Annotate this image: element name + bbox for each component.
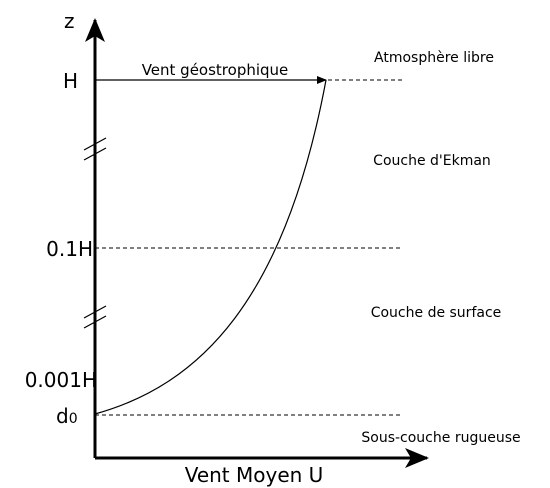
layer-label: Atmosphère libre [374, 50, 494, 66]
axis-break [83, 137, 107, 161]
layer-label: Couche d'Ekman [373, 153, 491, 169]
level-label: d0 [56, 404, 78, 428]
axis-break [83, 305, 107, 329]
layer-label: Sous-couche rugueuse [361, 430, 520, 446]
level-label: H [63, 69, 78, 93]
arrow-label: Vent géostrophique [142, 61, 289, 79]
level-label: 0.1H [46, 237, 93, 261]
level-label: 0.001H [25, 368, 97, 392]
layer-label: Couche de surface [371, 305, 502, 321]
x-label: Vent Moyen U [185, 463, 324, 487]
z-label: z [64, 9, 75, 33]
wind-profile [94, 79, 327, 415]
